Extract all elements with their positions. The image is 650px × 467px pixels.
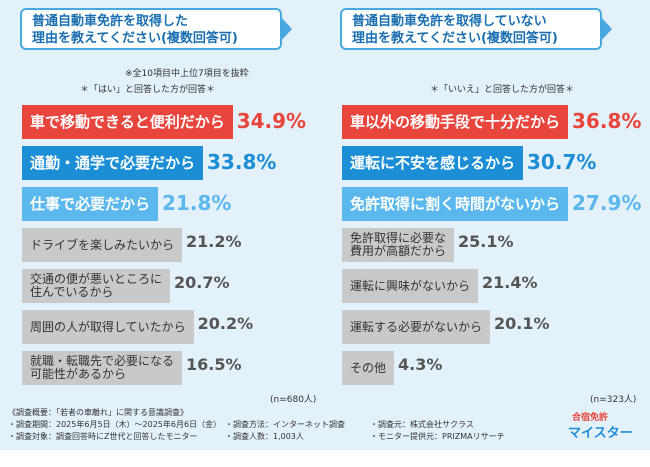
footnote: ・モニター提供元：PRIZMAリサーチ [370,432,505,441]
value-label: 4.3% [398,355,443,374]
bar: 通勤・通学で必要だから [22,146,204,180]
value-label: 20.7% [174,273,230,292]
footnote: ・調査人数：1,003人 [225,432,304,441]
bar: 就職・転職先で必要になる 可能性があるから [22,351,183,385]
value-label: 36.8% [572,109,642,133]
value-label: 21.2% [186,232,242,251]
title-arrow [600,16,612,42]
bar: ドライブを楽しみたいから [22,228,183,262]
value-label: 16.5% [186,355,242,374]
bar: 免許取得に割く時間がないから [342,187,569,221]
note: ＊「いいえ」と回答した方が回答＊ [430,85,575,95]
value-label: 27.9% [572,191,642,215]
footnote: ・調査方法：インターネット調査 [225,420,345,429]
sample-size: (n=323人) [590,395,637,405]
bar: 車以外の移動手段で十分だから [342,105,569,139]
value-label: 20.2% [197,314,254,333]
title-arrow [280,16,292,42]
panel-title: 普通自動車免許を取得した 理由を教えてください(複数回答可) [20,8,282,50]
bar: 免許取得に必要な 費用が高額だから [342,228,455,262]
bar: 仕事で必要だから [22,187,159,221]
value-label: 30.7% [527,150,597,174]
footnote: ・調査対象：調査回答時にZ世代と回答したモニター [8,432,198,441]
sample-size: (n=680人) [270,395,317,405]
logo-bottom: マイスター [568,426,633,441]
value-label: 21.4% [482,273,538,292]
value-label: 33.8% [207,150,277,174]
value-label: 20.1% [494,314,550,333]
value-label: 21.8% [162,191,232,215]
value-label: 34.9% [236,109,307,133]
infographic: 普通自動車免許を取得した 理由を教えてください(複数回答可) ※全10項目中上位7… [0,0,650,450]
logo-top: 合宿免許 [572,413,609,423]
note: ＊「はい」と回答した方が回答＊ [80,85,216,95]
footnote: ・調査期間：2025年6月5日（木）～2025年6月6日（金） [8,420,222,429]
bar: 運転する必要がないから [342,310,491,344]
bar: 交通の便が悪いところに 住んでいるから [22,269,171,303]
bar: その他 [342,351,395,385]
value-label: 25.1% [458,232,514,251]
note: ※全10項目中上位7項目を抜粋 [125,69,249,79]
panel-title: 普通自動車免許を取得していない 理由を教えてください(複数回答可) [340,8,602,50]
bar: 車で移動できると便利だから [22,105,233,139]
footnote: ・調査元：株式会社サクラス [370,420,474,429]
bar: 運転に不安を感じるから [342,146,524,180]
bar: 周囲の人が取得していたから [22,310,194,344]
footnote: 《調査概要：「若者の車離れ」に関する意識調査》 [8,408,188,417]
bar: 運転に興味がないから [342,269,479,303]
